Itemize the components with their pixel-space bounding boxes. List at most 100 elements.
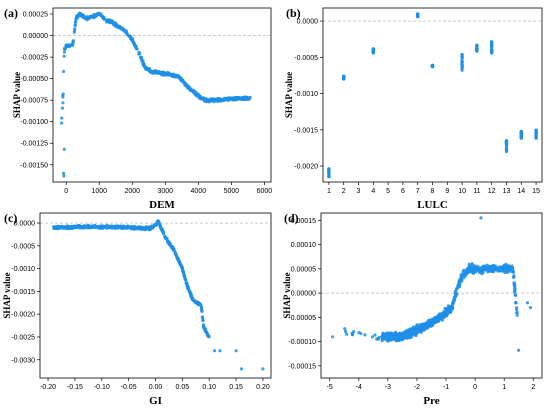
data-point: [389, 335, 393, 339]
data-point: [73, 225, 77, 229]
data-point: [73, 23, 77, 28]
data-point: [110, 224, 114, 229]
data-point: [61, 92, 65, 96]
data-point: [434, 318, 438, 322]
data-point: [393, 331, 397, 336]
y-tick-label: -0.00005: [288, 315, 316, 322]
data-point: [129, 226, 133, 230]
data-point: [148, 225, 152, 229]
data-point: [121, 28, 125, 32]
data-point: [167, 242, 171, 247]
data-point: [404, 333, 408, 338]
data-point: [182, 273, 186, 277]
data-point: [342, 74, 346, 78]
data-point: [62, 174, 66, 178]
data-point: [460, 60, 464, 64]
data-point: [187, 289, 191, 293]
x-tick-label: 2000: [124, 188, 140, 195]
x-axis-title: Pre: [423, 395, 439, 407]
data-point: [515, 307, 519, 312]
data-point: [506, 264, 510, 269]
data-point: [380, 339, 384, 343]
x-tick-label: -2: [414, 384, 420, 391]
data-point: [429, 324, 433, 328]
data-point: [60, 116, 64, 120]
data-point: [423, 326, 427, 330]
data-point: [450, 307, 454, 311]
x-tick-label: 3000: [158, 188, 174, 195]
data-point: [121, 224, 125, 228]
data-point: [528, 306, 533, 310]
x-tick-label: 2: [531, 384, 535, 391]
data-point: [144, 67, 148, 71]
data-point: [218, 349, 222, 353]
data-point: [155, 70, 160, 74]
x-tick-label: 15: [532, 188, 540, 195]
data-point: [401, 337, 405, 341]
data-point: [460, 55, 464, 59]
data-point: [60, 121, 64, 125]
x-tick-label: 0.20: [256, 384, 270, 391]
x-tick-label: 9: [445, 188, 449, 195]
data-point: [144, 65, 148, 69]
x-tick-label: 5000: [224, 188, 240, 195]
data-point: [141, 62, 145, 66]
data-point: [173, 251, 177, 255]
x-tick-label: 1: [502, 384, 506, 391]
data-point: [373, 333, 377, 337]
x-tick-label: 0: [64, 188, 68, 195]
data-point: [457, 280, 461, 284]
data-point: [443, 312, 447, 316]
data-point: [427, 322, 431, 326]
y-tick-label: -0.0020: [11, 312, 35, 319]
data-point: [204, 99, 209, 103]
data-point: [350, 331, 354, 335]
x-tick-label: -0.15: [67, 384, 83, 391]
data-point: [137, 226, 141, 230]
data-point: [70, 43, 74, 48]
x-tick-label: -3: [385, 384, 391, 391]
y-tick-label: -0.00125: [20, 141, 48, 148]
y-tick-label: -0.0010: [294, 91, 318, 98]
data-point: [197, 301, 201, 305]
data-point: [208, 98, 212, 102]
data-point: [86, 225, 90, 229]
data-point: [446, 304, 450, 308]
data-point: [499, 267, 503, 271]
data-point: [392, 336, 396, 340]
data-point: [470, 270, 474, 274]
scatter-points: [331, 216, 533, 352]
scatter-points: [327, 12, 538, 179]
data-point: [75, 14, 79, 18]
data-point: [504, 142, 509, 146]
x-tick-label: -4: [356, 384, 362, 391]
data-point: [61, 101, 65, 105]
y-tick-label: -0.0005: [294, 55, 318, 62]
y-tick-label: -0.00150: [20, 162, 48, 169]
x-tick-label: 0.05: [176, 384, 190, 391]
data-point: [396, 338, 400, 342]
scatter-points: [60, 11, 252, 178]
data-point: [408, 333, 412, 337]
plot-frame: [39, 212, 272, 379]
data-point: [76, 224, 80, 228]
data-point: [507, 268, 511, 272]
panel-d: -5 -4 -3 -2 -1 0 1 2 0.00015 0.00010 0.00005 0.0000…: [282, 211, 543, 407]
data-point: [239, 367, 244, 371]
data-point: [479, 216, 483, 220]
data-point: [481, 264, 486, 268]
plot-frame: [320, 212, 543, 379]
data-point: [125, 32, 129, 37]
data-point: [327, 167, 331, 171]
data-point: [452, 296, 456, 300]
x-tick-label: 4000: [191, 188, 207, 195]
data-point: [261, 367, 265, 371]
y-tick-label: 0.0000: [297, 19, 319, 26]
x-tick-label: 4: [371, 188, 375, 195]
data-point: [502, 268, 506, 272]
data-point: [139, 55, 143, 59]
data-point: [61, 95, 65, 99]
data-point: [165, 70, 169, 75]
data-point: [459, 275, 463, 279]
